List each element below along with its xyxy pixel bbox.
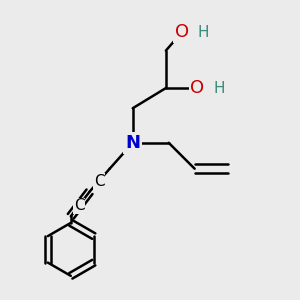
- Text: H: H: [197, 25, 209, 40]
- Text: N: N: [125, 134, 140, 152]
- Text: H: H: [213, 81, 225, 96]
- Text: C: C: [94, 174, 104, 189]
- Text: O: O: [175, 23, 189, 41]
- Text: O: O: [190, 79, 205, 97]
- Text: C: C: [74, 198, 84, 213]
